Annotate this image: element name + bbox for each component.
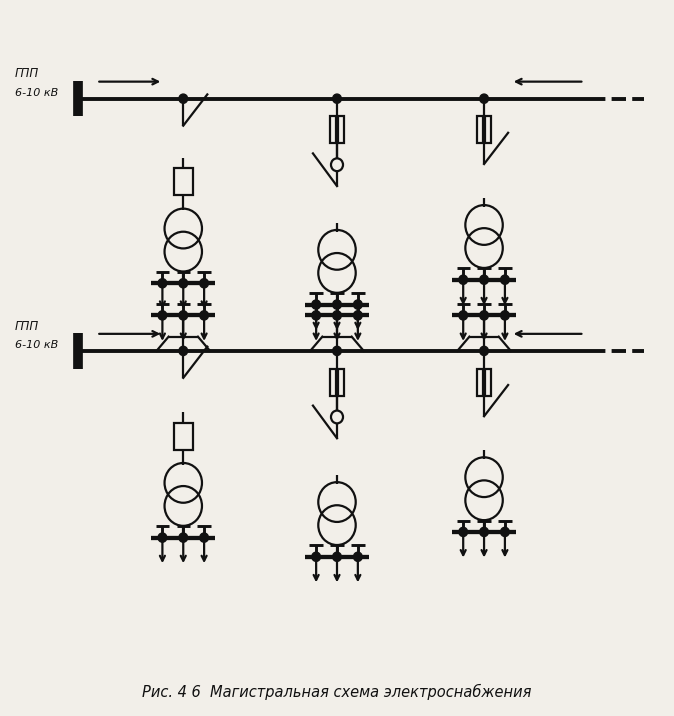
Circle shape	[200, 279, 208, 288]
Circle shape	[179, 347, 187, 356]
Circle shape	[333, 552, 341, 561]
Circle shape	[158, 311, 166, 320]
Circle shape	[459, 527, 468, 536]
Bar	[338, 117, 344, 143]
Text: Рис. 4 6  Магистральная схема электроснабжения: Рис. 4 6 Магистральная схема электроснаб…	[142, 684, 532, 700]
Circle shape	[200, 311, 208, 320]
Circle shape	[459, 275, 468, 284]
Bar	[174, 168, 193, 195]
Circle shape	[480, 311, 489, 320]
Circle shape	[179, 94, 187, 103]
Circle shape	[200, 533, 208, 542]
Circle shape	[179, 311, 187, 320]
Bar	[485, 117, 491, 143]
Circle shape	[158, 533, 166, 542]
Bar	[174, 422, 193, 450]
Circle shape	[333, 311, 341, 320]
Circle shape	[480, 527, 489, 536]
Text: ГПП: ГПП	[15, 319, 39, 333]
Bar	[330, 117, 336, 143]
Text: 6-10 кВ: 6-10 кВ	[15, 340, 58, 350]
Bar	[477, 369, 483, 396]
Circle shape	[480, 275, 489, 284]
Circle shape	[312, 300, 321, 309]
Circle shape	[501, 311, 510, 320]
Circle shape	[353, 300, 362, 309]
Text: ГПП: ГПП	[15, 67, 39, 80]
Circle shape	[480, 94, 489, 103]
Bar	[477, 117, 483, 143]
Text: 6-10 кВ: 6-10 кВ	[15, 88, 58, 98]
Circle shape	[179, 533, 187, 542]
Circle shape	[501, 275, 510, 284]
Circle shape	[312, 311, 321, 320]
Circle shape	[501, 527, 510, 536]
Circle shape	[333, 300, 341, 309]
Circle shape	[312, 552, 321, 561]
Circle shape	[480, 347, 489, 356]
Bar	[338, 369, 344, 396]
Circle shape	[353, 552, 362, 561]
Circle shape	[179, 279, 187, 288]
Circle shape	[333, 94, 341, 103]
Circle shape	[459, 311, 468, 320]
Circle shape	[333, 347, 341, 356]
Bar	[485, 369, 491, 396]
Bar	[330, 369, 336, 396]
Circle shape	[158, 279, 166, 288]
Circle shape	[353, 311, 362, 320]
